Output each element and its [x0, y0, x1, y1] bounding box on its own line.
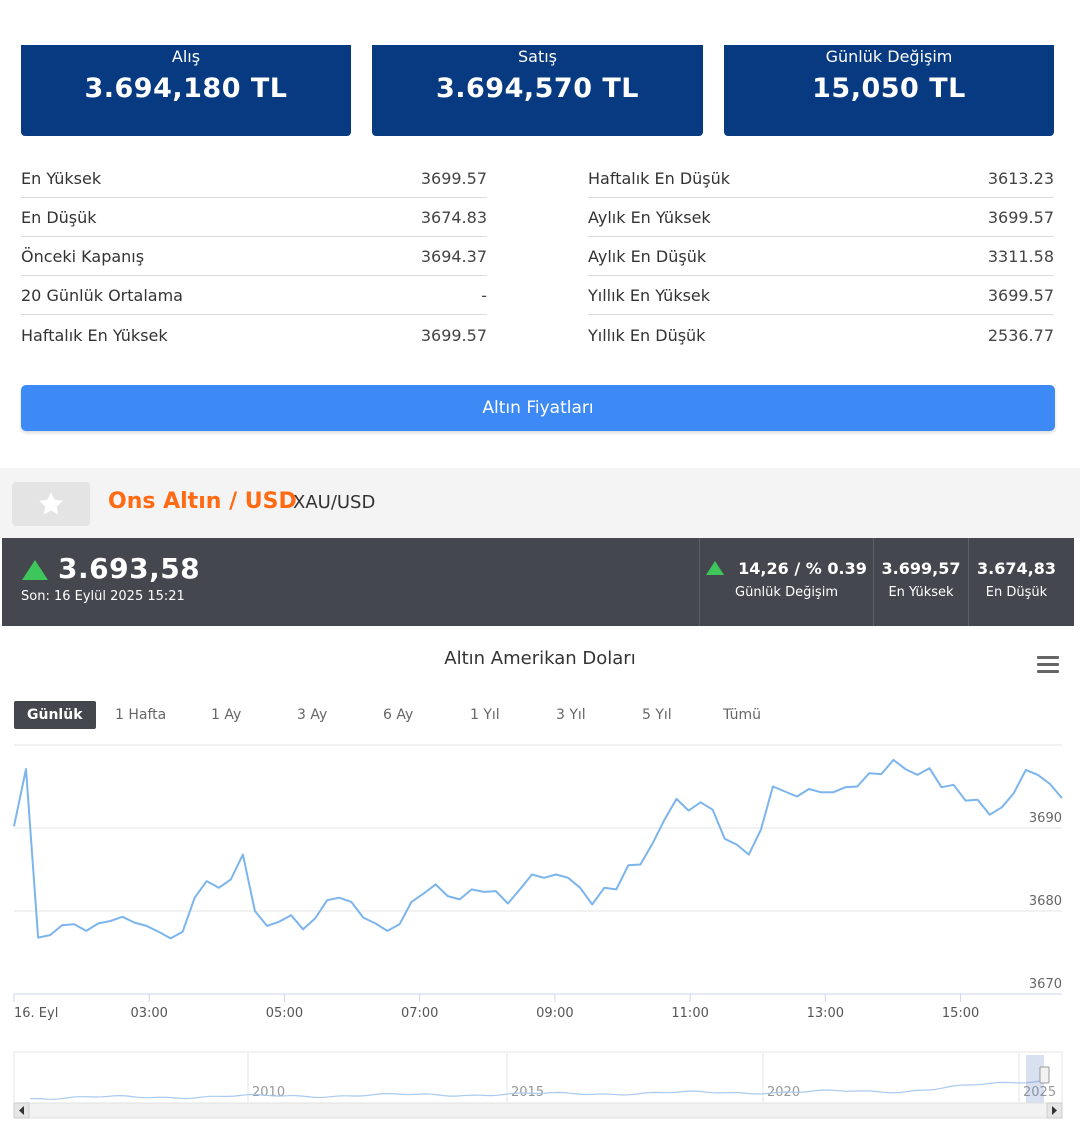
stat-value: - [481, 286, 487, 305]
stat-row: Yıllık En Düşük 2536.77 [588, 316, 1054, 354]
navigator-label: 2025 [1023, 1085, 1056, 1100]
sell-value: 3.694,570 TL [435, 73, 640, 104]
stat-row: Haftalık En Yüksek 3699.57 [21, 316, 487, 354]
day-low: 3.674,83 [977, 559, 1056, 578]
instrument-name: Ons Altın / USD [108, 489, 297, 514]
daily-change-caption: Günlük Değişim [735, 585, 838, 600]
daily-change-card: Günlük Değişim 15,050 TL [724, 45, 1054, 136]
gold-prices-button[interactable]: Altın Fiyatları [21, 385, 1055, 431]
navigator-label: 2010 [252, 1085, 285, 1100]
range-1-week[interactable]: 1 Hafta [115, 707, 167, 723]
navigator-frame [13, 1051, 1063, 1105]
daily-change-label: Günlük Değişim [825, 47, 953, 66]
stat-row: Haftalık En Düşük 3613.23 [588, 160, 1054, 198]
stat-row: 20 Günlük Ortalama - [21, 277, 487, 315]
price-cards: Alış 3.694,180 TL Satış 3.694,570 TL Gün… [0, 0, 1080, 140]
star-icon [39, 492, 63, 515]
x-tick-label: 15:00 [942, 1006, 979, 1021]
stat-value: 3694.37 [420, 247, 487, 266]
chart-navigator[interactable]: 2010201520202025 [0, 1043, 1080, 1133]
stat-row: Aylık En Yüksek 3699.57 [588, 199, 1054, 237]
stat-value: 3699.57 [420, 325, 487, 345]
day-high-caption: En Yüksek [888, 585, 954, 600]
y-tick-label: 3670 [1029, 977, 1062, 992]
stat-label: 20 Günlük Ortalama [21, 286, 183, 305]
range-5-year[interactable]: 5 Yıl [642, 707, 672, 723]
chevron-right-icon [1052, 1106, 1057, 1115]
range-all[interactable]: Tümü [723, 707, 762, 723]
range-1-month[interactable]: 1 Ay [211, 707, 242, 723]
stat-value: 3699.57 [420, 169, 487, 188]
range-3-year[interactable]: 3 Yıl [556, 707, 586, 723]
range-selector: Günlük 1 Hafta 1 Ay 3 Ay 6 Ay 1 Yıl 3 Yı… [0, 701, 1080, 731]
x-tick-label: 07:00 [401, 1006, 438, 1021]
x-tick-label: 09:00 [536, 1006, 573, 1021]
low-cell: 3.674,83 En Düşük [968, 538, 1064, 626]
x-tick-label: 11:00 [671, 1006, 708, 1021]
stat-value: 3674.83 [420, 208, 487, 227]
stat-value: 3699.57 [987, 208, 1054, 227]
stat-row: En Yüksek 3699.57 [21, 160, 487, 198]
chevron-left-icon [19, 1106, 24, 1115]
hamburger-menu-icon[interactable] [1037, 656, 1059, 674]
stat-row: En Düşük 3674.83 [21, 199, 487, 237]
navigator-handle [1039, 1066, 1050, 1084]
stat-row: Önceki Kapanış 3694.37 [21, 238, 487, 276]
stat-value: 3311.58 [987, 247, 1054, 266]
buy-card: Alış 3.694,180 TL [21, 45, 351, 136]
buy-label: Alış [171, 47, 201, 66]
up-arrow-icon [22, 560, 48, 580]
stat-value: 3613.23 [987, 169, 1054, 188]
x-tick-label: 03:00 [130, 1006, 167, 1021]
stat-label: Aylık En Düşük [588, 247, 707, 266]
day-high: 3.699,57 [881, 559, 961, 578]
instrument-code: XAU/USD [293, 492, 376, 513]
range-3-month[interactable]: 3 Ay [297, 707, 328, 723]
instrument-header [0, 468, 1080, 538]
range-6-month[interactable]: 6 Ay [383, 707, 414, 723]
range-daily[interactable]: Günlük [14, 701, 96, 729]
stat-value: 3699.57 [987, 286, 1054, 305]
price-chart[interactable]: 3670 3680 3690 16. Eyl 03:00 05:00 07:00 09:00 1… [0, 735, 1080, 1035]
y-tick-label: 3680 [1029, 894, 1062, 909]
stat-label: Önceki Kapanış [21, 247, 145, 266]
y-tick-label: 3690 [1029, 811, 1062, 826]
high-cell: 3.699,57 En Yüksek [873, 538, 968, 626]
scrollbar-track [13, 1102, 1063, 1119]
stat-label: En Düşük [21, 208, 97, 227]
navigator-series [30, 1080, 1045, 1100]
stat-value: 2536.77 [987, 325, 1054, 345]
quote-bar: 3.693,58 Son: 16 Eylül 2025 15:21 14,26 … [2, 538, 1074, 626]
current-price: 3.693,58 [58, 552, 201, 585]
stat-label: Yıllık En Yüksek [588, 286, 711, 305]
last-update: Son: 16 Eylül 2025 15:21 [21, 589, 185, 604]
day-low-caption: En Düşük [985, 585, 1048, 600]
stat-row: Aylık En Düşük 3311.58 [588, 238, 1054, 276]
x-tick-label: 13:00 [807, 1006, 844, 1021]
price-series-line [13, 758, 1063, 940]
sell-card: Satış 3.694,570 TL [372, 45, 703, 136]
stat-label: Haftalık En Düşük [588, 169, 731, 188]
stat-label: Aylık En Yüksek [588, 208, 711, 227]
buy-value: 3.694,180 TL [84, 73, 288, 104]
stat-label: En Yüksek [21, 169, 102, 188]
stat-label: Yıllık En Düşük [588, 325, 706, 345]
x-tick-label: 05:00 [266, 1006, 303, 1021]
stat-label: Haftalık En Yüksek [21, 325, 168, 345]
daily-change-cell: 14,26 / % 0.39 Günlük Değişim [699, 538, 873, 626]
navigator-selection [1026, 1055, 1044, 1103]
chart-title: Altın Amerikan Doları [444, 648, 636, 669]
favorite-button[interactable] [12, 482, 90, 526]
daily-change-value: 15,050 TL [812, 73, 966, 104]
range-1-year[interactable]: 1 Yıl [470, 707, 500, 723]
up-arrow-icon [706, 561, 725, 575]
daily-change: 14,26 / % 0.39 [738, 559, 867, 578]
x-tick-label: 16. Eyl [14, 1006, 58, 1021]
stat-row: Yıllık En Yüksek 3699.57 [588, 277, 1054, 315]
sell-label: Satış [517, 47, 557, 66]
